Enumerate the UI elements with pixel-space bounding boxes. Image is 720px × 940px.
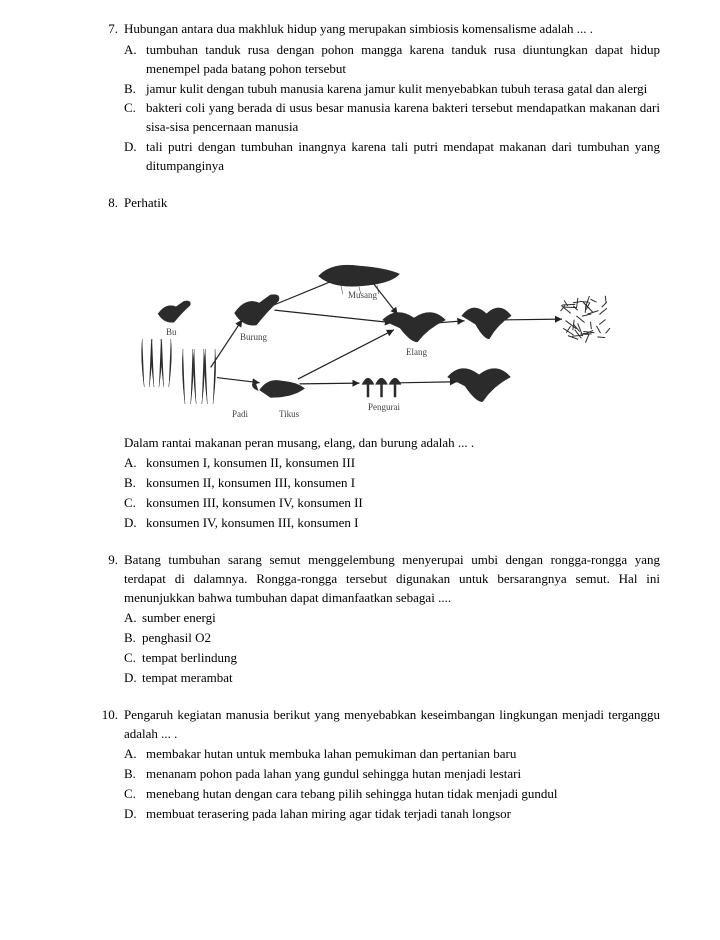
question-number: 8. [100,194,124,533]
diagram-svg [124,219,644,424]
option-c: C.tempat berlindung [124,649,660,668]
option-text: konsumen I, konsumen II, konsumen III [146,454,660,473]
option-text: menanam pohon pada lahan yang gundul seh… [146,765,660,784]
option-a: A.membakar hutan untuk membuka lahan pem… [124,745,660,764]
option-letter: A. [124,41,146,79]
question-8: 8. Perhatik Bu Burung Musang Elang Padi … [100,194,660,533]
option-d: D.membuat terasering pada lahan miring a… [124,805,660,824]
label-musang: Musang [348,289,377,302]
option-text: konsumen IV, konsumen III, konsumen I [146,514,660,533]
option-c: C.bakteri coli yang berada di usus besar… [124,99,660,137]
question-stem: Pengaruh kegiatan manusia berikut yang m… [124,706,660,744]
option-text: menebang hutan dengan cara tebang pilih … [146,785,660,804]
options-list: A.sumber energi B.penghasil O2 C.tempat … [124,609,660,687]
option-letter: D. [124,805,146,824]
option-text: membakar hutan untuk membuka lahan pemuk… [146,745,660,764]
option-d: D.tempat merambat [124,669,660,688]
options-list: A.konsumen I, konsumen II, konsumen III … [124,454,660,532]
option-letter: B. [124,80,146,99]
option-letter: B. [124,765,146,784]
option-a: A.sumber energi [124,609,660,628]
option-d: D.konsumen IV, konsumen III, konsumen I [124,514,660,533]
option-text: konsumen III, konsumen IV, konsumen II [146,494,660,513]
question-stem: Perhatik [124,194,660,213]
option-text: tali putri dengan tumbuhan inangnya kare… [146,138,660,176]
option-letter: C. [124,649,142,668]
option-text: konsumen II, konsumen III, konsumen I [146,474,660,493]
question-9: 9. Batang tumbuhan sarang semut menggele… [100,551,660,688]
option-text: jamur kulit dengan tubuh manusia karena … [146,80,660,99]
food-chain-diagram: Bu Burung Musang Elang Padi Tikus Pengur… [124,219,660,424]
option-letter: D. [124,138,146,176]
option-letter: C. [124,99,146,137]
option-text: tumbuhan tanduk rusa dengan pohon mangga… [146,41,660,79]
option-text: sumber energi [142,609,660,628]
question-stem: Hubungan antara dua makhluk hidup yang m… [124,20,660,39]
question-7: 7. Hubungan antara dua makhluk hidup yan… [100,20,660,176]
option-letter: D. [124,514,146,533]
label-padi: Padi [232,408,248,421]
option-letter: C. [124,494,146,513]
options-list: A.membakar hutan untuk membuka lahan pem… [124,745,660,823]
option-a: A.tumbuhan tanduk rusa dengan pohon mang… [124,41,660,79]
option-letter: B. [124,629,142,648]
option-text: tempat berlindung [142,649,660,668]
option-b: B.penghasil O2 [124,629,660,648]
label-burung: Burung [240,331,267,344]
option-text: tempat merambat [142,669,660,688]
option-c: C.menebang hutan dengan cara tebang pili… [124,785,660,804]
option-text: membuat terasering pada lahan miring aga… [146,805,660,824]
option-letter: A. [124,609,142,628]
question-number: 9. [100,551,124,688]
question-10: 10. Pengaruh kegiatan manusia berikut ya… [100,706,660,824]
option-letter: C. [124,785,146,804]
option-d: D.tali putri dengan tumbuhan inangnya ka… [124,138,660,176]
option-b: B.jamur kulit dengan tubuh manusia karen… [124,80,660,99]
option-text: penghasil O2 [142,629,660,648]
option-text: bakteri coli yang berada di usus besar m… [146,99,660,137]
question-number: 10. [100,706,124,824]
option-letter: D. [124,669,142,688]
question-number: 7. [100,20,124,176]
options-list: A.tumbuhan tanduk rusa dengan pohon mang… [124,41,660,176]
label-pengurai: Pengurai [368,401,400,414]
option-a: A.konsumen I, konsumen II, konsumen III [124,454,660,473]
option-b: B.konsumen II, konsumen III, konsumen I [124,474,660,493]
option-letter: B. [124,474,146,493]
option-letter: A. [124,745,146,764]
label-elang: Elang [406,346,427,359]
option-c: C.konsumen III, konsumen IV, konsumen II [124,494,660,513]
question-followup: Dalam rantai makanan peran musang, elang… [124,434,660,453]
label-bu: Bu [166,326,177,339]
label-tikus: Tikus [279,408,299,421]
question-stem: Batang tumbuhan sarang semut menggelembu… [124,551,660,608]
option-b: B.menanam pohon pada lahan yang gundul s… [124,765,660,784]
option-letter: A. [124,454,146,473]
